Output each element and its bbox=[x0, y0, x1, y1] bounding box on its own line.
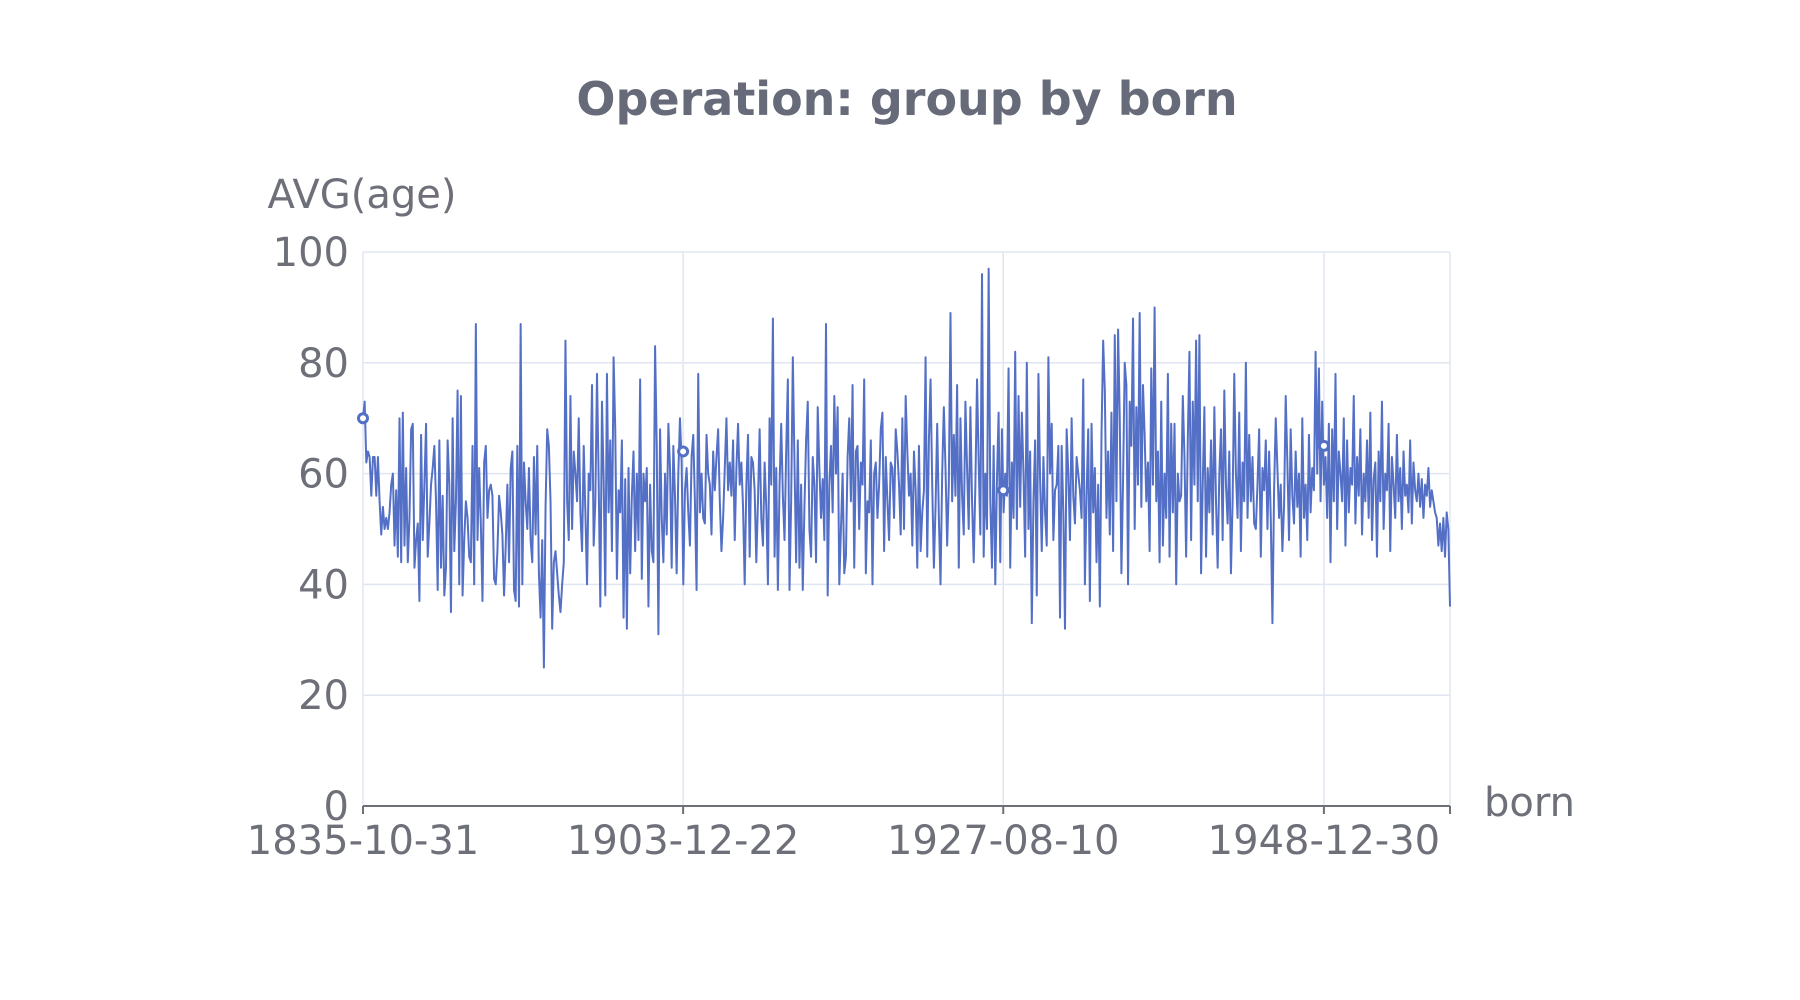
marker-layer bbox=[357, 412, 1330, 497]
y-axis-label: AVG(age) bbox=[268, 172, 457, 218]
data-point-marker bbox=[357, 412, 369, 425]
series-line bbox=[362, 267, 1451, 669]
x-axis-label: born bbox=[1484, 780, 1575, 826]
chart-title: Operation: group by born bbox=[576, 72, 1237, 126]
data-point-marker bbox=[997, 484, 1010, 497]
y-tick-label: 80 bbox=[298, 341, 349, 387]
data-point-marker bbox=[677, 445, 690, 458]
y-tick-label: 20 bbox=[298, 673, 349, 719]
y-tick-label: 60 bbox=[298, 452, 349, 498]
x-tick-label: 1903-12-22 bbox=[567, 818, 799, 864]
grid bbox=[362, 251, 1451, 806]
series-layer bbox=[362, 267, 1451, 669]
y-tick-label: 100 bbox=[273, 230, 349, 276]
x-tick-label: 1835-10-31 bbox=[247, 818, 479, 864]
y-tick-label: 0 bbox=[324, 784, 349, 830]
axes: 0 20 40 60 80 100 1835-10-31 1903-12-22 1927-08-… bbox=[247, 230, 1451, 864]
data-point-marker bbox=[1317, 439, 1330, 452]
y-tick-label: 40 bbox=[298, 562, 349, 608]
x-tick-label: 1948-12-30 bbox=[1208, 818, 1440, 864]
x-tick-label: 1927-08-10 bbox=[887, 818, 1119, 864]
